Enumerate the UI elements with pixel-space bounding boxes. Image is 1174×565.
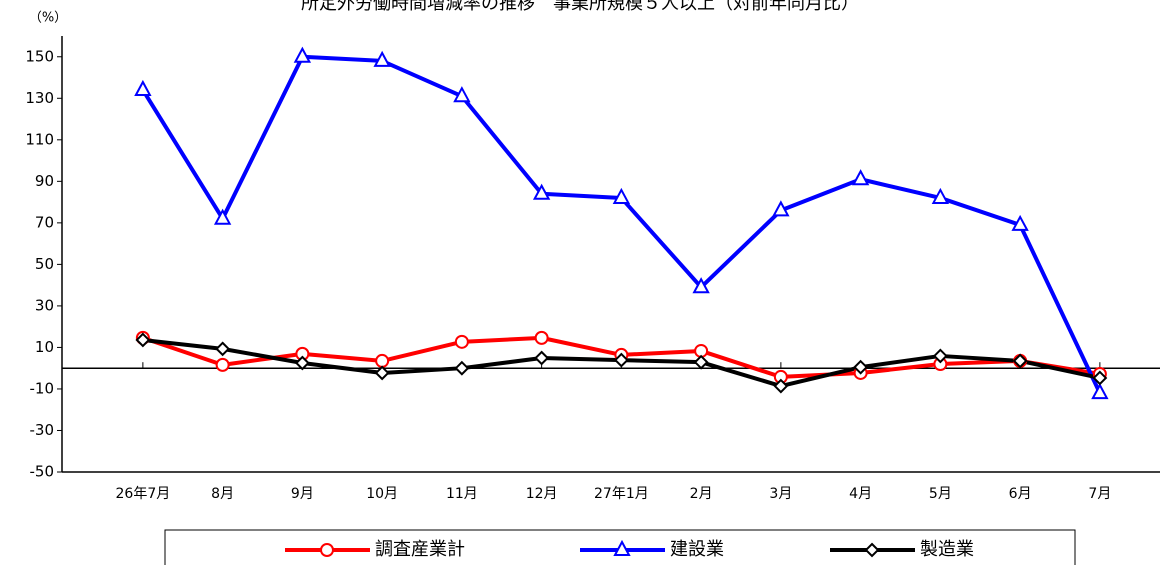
point	[293, 46, 312, 63]
x-tick-label: 12月	[526, 486, 558, 502]
chart-title: 所定外労働時間増減率の推移 事業所規模５人以上（対前年同月比）	[301, 0, 859, 14]
legend-label: 製造業	[920, 539, 974, 560]
point	[215, 341, 231, 357]
y-tick-label: 130	[25, 89, 54, 107]
y-tick-label: 30	[35, 296, 54, 314]
point	[613, 352, 629, 368]
y-axis-unit: （%）	[29, 11, 67, 26]
point	[1091, 382, 1109, 400]
point	[1092, 370, 1108, 386]
y-tick-label: 90	[35, 172, 54, 190]
point	[613, 539, 631, 556]
point	[454, 334, 469, 349]
point	[294, 355, 310, 371]
x-tick-label: 3月	[769, 486, 792, 502]
point	[931, 187, 950, 204]
point	[853, 359, 869, 375]
point	[213, 208, 232, 225]
series-line	[141, 54, 1102, 394]
y-tick-label: -30	[30, 421, 55, 439]
point	[453, 86, 471, 103]
x-tick-label: 4月	[849, 486, 872, 502]
point	[1011, 214, 1029, 231]
point	[454, 360, 470, 376]
x-tick-label: 8月	[211, 486, 234, 502]
point	[851, 169, 870, 186]
y-tick-label: -10	[30, 379, 55, 397]
y-tick-label: 110	[25, 130, 54, 148]
x-tick-label: 11月	[446, 486, 478, 502]
y-tick-label: 70	[35, 213, 54, 231]
point	[374, 365, 390, 381]
x-tick-label: 6月	[1009, 486, 1032, 502]
y-tick-label: 150	[25, 47, 54, 65]
point	[135, 332, 151, 348]
point	[534, 350, 550, 366]
point	[932, 348, 948, 364]
point	[373, 50, 391, 67]
point	[532, 183, 551, 200]
point	[693, 354, 709, 370]
x-tick-label: 10月	[366, 486, 398, 502]
point	[1012, 353, 1028, 369]
x-tick-label: 9月	[291, 486, 314, 502]
y-tick-label: 10	[35, 338, 54, 356]
x-tick-label: 5月	[929, 486, 952, 502]
point	[692, 277, 710, 294]
point	[773, 378, 789, 394]
point	[375, 353, 390, 368]
point	[612, 187, 631, 204]
y-tick-label: 50	[35, 255, 54, 273]
x-tick-label: 7月	[1088, 486, 1111, 502]
x-tick-label: 26年7月	[116, 486, 171, 502]
y-tick-label: -50	[30, 463, 55, 481]
point	[534, 330, 549, 345]
point	[134, 79, 152, 96]
legend-label: 建設業	[670, 539, 724, 560]
x-tick-label: 27年1月	[594, 486, 649, 502]
point	[864, 542, 880, 558]
legend-label: 調査産業計	[375, 539, 465, 560]
point	[772, 200, 790, 217]
x-tick-label: 2月	[690, 486, 713, 502]
point	[215, 357, 230, 372]
point	[320, 543, 334, 557]
